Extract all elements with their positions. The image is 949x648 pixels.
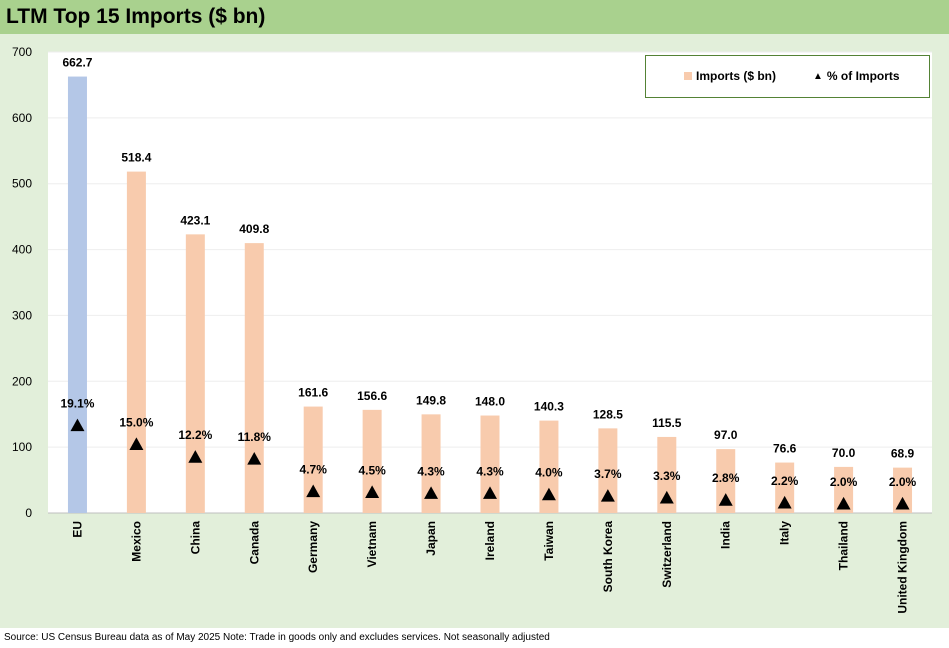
percent-marker xyxy=(70,418,85,432)
percent-marker xyxy=(659,490,674,504)
percent-marker xyxy=(247,451,262,465)
percent-marker xyxy=(895,496,910,510)
x-category-label: Canada xyxy=(247,521,261,565)
percent-label: 4.3% xyxy=(417,464,445,478)
bar-value-label: 149.8 xyxy=(416,393,446,407)
percent-marker xyxy=(306,484,321,498)
percent-label: 2.0% xyxy=(889,475,917,489)
y-tick-label: 100 xyxy=(12,440,32,454)
percent-label: 2.2% xyxy=(771,474,799,488)
bar-value-label: 115.5 xyxy=(652,416,682,430)
bar-value-label: 156.6 xyxy=(357,389,387,403)
bar xyxy=(303,406,323,513)
x-category-label: India xyxy=(719,521,733,549)
bar xyxy=(834,466,854,513)
triangle-icon: ▲ xyxy=(813,70,823,82)
y-tick-label: 300 xyxy=(12,308,32,322)
chart-legend: Imports ($ bn) ▲ % of Imports xyxy=(645,55,930,98)
percent-marker xyxy=(365,485,380,499)
legend-label-percent: % of Imports xyxy=(826,69,900,83)
x-category-label: South Korea xyxy=(601,521,615,593)
x-category-label: Switzerland xyxy=(660,521,674,588)
bar-value-label: 97.0 xyxy=(714,428,738,442)
legend-item-imports: Imports ($ bn) xyxy=(684,69,776,83)
percent-marker xyxy=(718,493,733,506)
percent-label: 4.0% xyxy=(535,466,563,480)
y-tick-label: 500 xyxy=(12,177,32,191)
bar-value-label: 128.5 xyxy=(593,407,623,421)
percent-label: 19.1% xyxy=(60,397,94,411)
x-category-label: Mexico xyxy=(129,521,143,562)
bar xyxy=(598,428,618,513)
x-category-label: Germany xyxy=(306,521,320,573)
percent-marker xyxy=(600,489,615,502)
percent-label: 3.3% xyxy=(653,469,681,483)
x-category-label: Ireland xyxy=(483,521,497,560)
bar xyxy=(775,462,795,513)
percent-marker xyxy=(129,437,144,450)
y-tick-label: 700 xyxy=(12,45,32,59)
legend-label-imports: Imports ($ bn) xyxy=(696,69,776,83)
x-category-label: Japan xyxy=(424,521,438,556)
percent-label: 15.0% xyxy=(119,415,153,429)
bar xyxy=(893,467,913,513)
bar xyxy=(480,415,500,513)
bar xyxy=(185,234,205,513)
bar-value-label: 68.9 xyxy=(891,447,915,461)
bar xyxy=(244,243,264,513)
percent-label: 2.0% xyxy=(830,475,858,489)
percent-marker xyxy=(188,450,203,463)
bar xyxy=(67,76,87,514)
chart-title: LTM Top 15 Imports ($ bn) xyxy=(6,5,266,28)
source-note: Source: US Census Bureau data as of May … xyxy=(4,632,550,643)
y-tick-label: 200 xyxy=(12,374,32,388)
bar xyxy=(539,420,559,513)
percent-label: 4.5% xyxy=(358,463,386,477)
x-category-label: Taiwan xyxy=(542,521,556,561)
x-category-label: United Kingdom xyxy=(896,521,910,614)
bar xyxy=(362,409,382,513)
y-tick-label: 0 xyxy=(25,506,32,520)
percent-label: 2.8% xyxy=(712,471,740,485)
x-category-label: EU xyxy=(70,521,84,538)
y-tick-label: 400 xyxy=(12,243,32,257)
legend-swatch-imports xyxy=(684,72,692,80)
bar-value-label: 148.0 xyxy=(475,395,505,409)
x-category-label: Italy xyxy=(778,521,792,545)
bar xyxy=(421,414,441,513)
legend-item-percent: ▲ % of Imports xyxy=(813,69,900,83)
bar-value-label: 140.3 xyxy=(534,400,564,414)
bar-value-label: 161.6 xyxy=(298,386,328,400)
bar-value-label: 70.0 xyxy=(832,446,856,460)
percent-marker xyxy=(777,495,792,509)
percent-label: 4.3% xyxy=(476,464,504,478)
chart-plot: 0 100 200 300 400 500 600 700 662.7 19.1% EU 518.4 1… xyxy=(12,45,932,614)
y-tick-label: 600 xyxy=(12,111,32,125)
bar-value-label: 409.8 xyxy=(239,222,269,236)
x-category-label: China xyxy=(188,521,202,555)
percent-marker xyxy=(483,486,497,499)
bar-value-label: 76.6 xyxy=(773,442,797,456)
x-category-label: Vietnam xyxy=(365,521,379,567)
percent-label: 3.7% xyxy=(594,467,622,481)
x-category-label: Thailand xyxy=(837,521,851,570)
percent-marker xyxy=(424,486,439,499)
bar-value-label: 423.1 xyxy=(180,213,210,227)
percent-marker xyxy=(836,496,851,510)
bar-value-label: 662.7 xyxy=(62,56,92,70)
bar xyxy=(716,449,736,513)
title-bar: LTM Top 15 Imports ($ bn) xyxy=(0,0,949,34)
bar xyxy=(126,171,146,514)
bar xyxy=(657,436,677,513)
percent-label: 11.8% xyxy=(238,430,272,444)
percent-label: 12.2% xyxy=(178,428,212,442)
percent-label: 4.7% xyxy=(300,462,328,476)
percent-marker xyxy=(541,487,556,501)
bar-value-label: 518.4 xyxy=(121,151,151,165)
